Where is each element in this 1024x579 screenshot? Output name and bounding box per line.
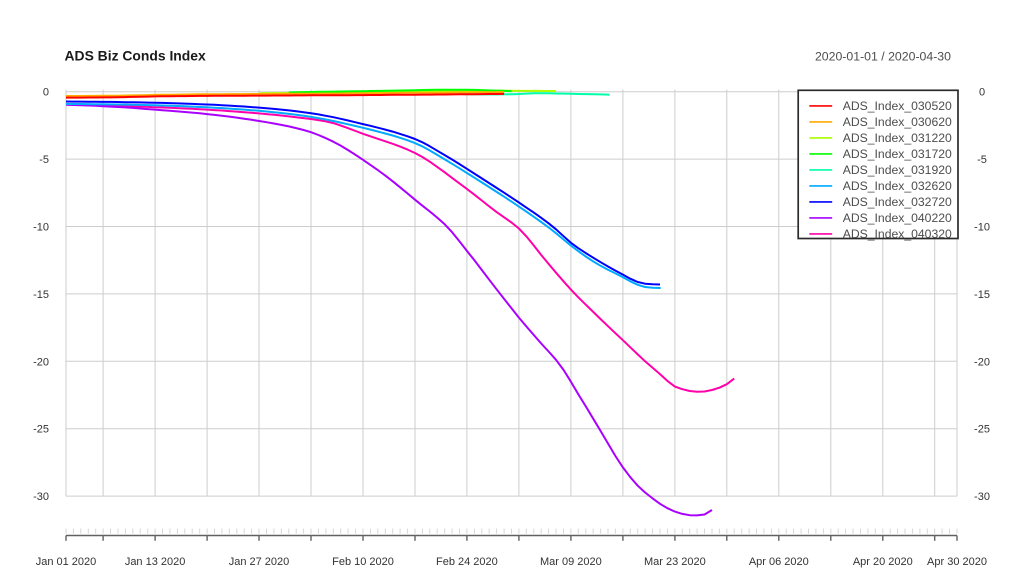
- svg-text:Mar 23 2020: Mar 23 2020: [644, 556, 706, 568]
- svg-text:2020-01-01 / 2020-04-30: 2020-01-01 / 2020-04-30: [815, 50, 951, 64]
- svg-text:-10: -10: [33, 222, 49, 234]
- svg-text:Jan 01 2020: Jan 01 2020: [36, 556, 97, 568]
- svg-text:-10: -10: [974, 222, 990, 234]
- svg-text:Apr 06 2020: Apr 06 2020: [749, 556, 809, 568]
- svg-text:-25: -25: [974, 424, 990, 436]
- svg-text:Mar 09 2020: Mar 09 2020: [540, 556, 602, 568]
- svg-text:Apr 20 2020: Apr 20 2020: [853, 556, 913, 568]
- svg-text:-30: -30: [33, 491, 49, 503]
- svg-text:Jan 13 2020: Jan 13 2020: [125, 556, 186, 568]
- svg-text:ADS_Index_031220: ADS_Index_031220: [843, 131, 952, 145]
- svg-text:-25: -25: [33, 424, 49, 436]
- svg-text:-30: -30: [974, 491, 990, 503]
- svg-text:ADS Biz Conds Index: ADS Biz Conds Index: [65, 48, 207, 64]
- svg-text:0: 0: [979, 87, 985, 99]
- svg-text:-15: -15: [33, 289, 49, 301]
- svg-text:Feb 10 2020: Feb 10 2020: [332, 556, 394, 568]
- svg-text:-20: -20: [974, 356, 990, 368]
- svg-text:ADS_Index_040220: ADS_Index_040220: [843, 211, 952, 225]
- svg-text:ADS_Index_032720: ADS_Index_032720: [843, 195, 952, 209]
- svg-text:ADS_Index_040320: ADS_Index_040320: [843, 227, 952, 241]
- svg-text:Jan 27 2020: Jan 27 2020: [229, 556, 290, 568]
- svg-text:Feb 24 2020: Feb 24 2020: [436, 556, 498, 568]
- svg-text:ADS_Index_031920: ADS_Index_031920: [843, 163, 952, 177]
- svg-text:-20: -20: [33, 356, 49, 368]
- svg-text:-5: -5: [39, 154, 49, 166]
- svg-text:-15: -15: [974, 289, 990, 301]
- svg-text:0: 0: [43, 87, 49, 99]
- svg-text:ADS_Index_031720: ADS_Index_031720: [843, 147, 952, 161]
- svg-text:ADS_Index_032620: ADS_Index_032620: [843, 179, 952, 193]
- svg-text:ADS_Index_030620: ADS_Index_030620: [843, 115, 952, 129]
- svg-text:Apr 30 2020: Apr 30 2020: [927, 556, 987, 568]
- svg-text:ADS_Index_030520: ADS_Index_030520: [843, 99, 952, 113]
- svg-text:-5: -5: [977, 154, 987, 166]
